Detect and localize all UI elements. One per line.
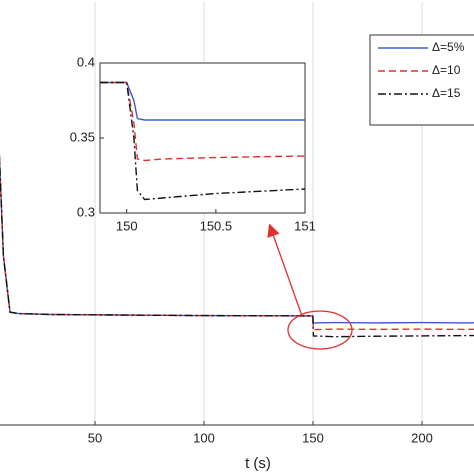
x-tick-label: 50: [88, 430, 102, 445]
series-line: [0, 153, 474, 331]
x-tick-label: 200: [411, 430, 433, 445]
zoom-arrow: [267, 223, 303, 317]
x-tick-label: 150.5: [200, 218, 233, 233]
x-tick-label: 100: [193, 430, 215, 445]
highlight-ellipse: [287, 310, 353, 350]
legend-label: Δ=10: [432, 63, 461, 77]
plot-area: [99, 62, 306, 214]
legend-label: Δ=5%: [432, 40, 465, 54]
y-tick-label: 0.3: [77, 204, 95, 219]
x-tick-label: 150: [302, 430, 324, 445]
inset-plot: 150 150.5 151 0.3 0.35 0.4: [70, 54, 316, 233]
series-line: [0, 153, 474, 338]
series-line: [100, 81, 306, 201]
x-axis-label: t (s): [245, 455, 271, 472]
legend-box: [369, 34, 474, 126]
legend-label: Δ=15: [432, 86, 461, 100]
y-tick-label: 0.4: [77, 54, 95, 69]
y-tick-label: 0.35: [70, 129, 95, 144]
x-tick-label: 150: [116, 218, 138, 233]
series-line: [100, 81, 305, 121]
x-tick-label: 151: [294, 218, 316, 233]
